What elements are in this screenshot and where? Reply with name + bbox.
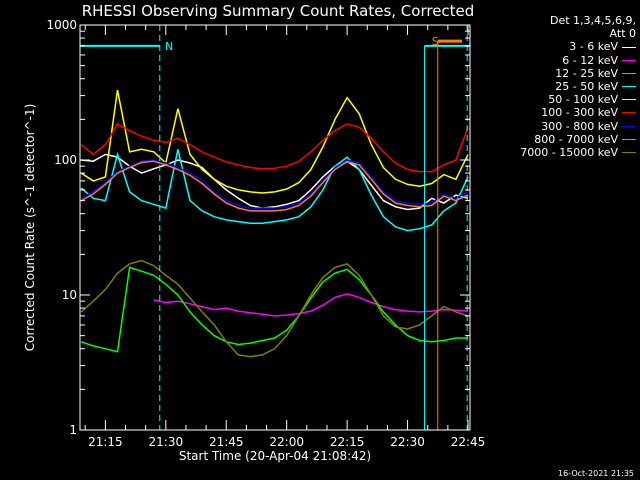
chart-title: RHESSI Observing Summary Count Rates, Co…	[82, 2, 475, 20]
legend-label: 300 - 800 keV	[541, 119, 618, 133]
y-tick-label: 100	[54, 153, 77, 167]
legend-item-5: 50 - 100 keV	[480, 93, 636, 106]
series-line-5	[80, 89, 469, 194]
legend-label: 12 - 25 keV	[555, 66, 618, 80]
x-tick-label: 22:45	[451, 435, 486, 449]
y-tick-label: 1000	[46, 18, 77, 32]
y-axis-label: Corrected Count Rate (s^-1 detector^-1)	[23, 104, 37, 352]
legend-label: 100 - 300 keV	[541, 106, 618, 120]
legend-label: 800 - 7000 keV	[534, 132, 618, 146]
legend-item-2: 6 - 12 keV	[480, 54, 636, 67]
legend-label: 7000 - 15000 keV	[520, 145, 618, 159]
series-line-8	[80, 160, 469, 212]
series-line-3	[80, 266, 468, 353]
legend-item-1: 3 - 6 keV	[480, 40, 636, 53]
legend-header-line-2: Att 0	[609, 27, 636, 41]
legend-swatch	[622, 59, 636, 61]
y-tick-label: 10	[62, 288, 77, 302]
annotation-1: N	[165, 40, 173, 53]
series-line-6	[80, 122, 469, 173]
legend-item-3: 12 - 25 keV	[480, 67, 636, 80]
legend-label: 3 - 6 keV	[569, 40, 618, 54]
legend-swatch	[622, 86, 636, 88]
legend-swatch	[622, 138, 636, 140]
legend: Det 1,3,4,5,6,9, Att 0 3 - 6 keV 6 - 12 k…	[480, 14, 636, 159]
legend-header-line-1: Det 1,3,4,5,6,9,	[549, 14, 636, 27]
legend-label: 50 - 100 keV	[548, 93, 618, 107]
legend-item-8: 800 - 7000 keV	[480, 133, 636, 146]
legend-label: 25 - 50 keV	[555, 79, 618, 93]
plot-frame	[79, 24, 471, 431]
legend-swatch	[622, 125, 636, 127]
legend-swatch	[622, 72, 636, 74]
x-tick-label: 21:15	[88, 435, 123, 449]
series-line-1	[81, 153, 469, 211]
legend-label: 6 - 12 keV	[562, 53, 618, 67]
series-line-4	[80, 149, 469, 232]
legend-item-7: 300 - 800 keV	[480, 120, 636, 133]
legend-swatch	[622, 112, 636, 114]
legend-swatch	[622, 99, 636, 101]
x-tick-label: 22:30	[390, 435, 425, 449]
annotation-2: S	[432, 35, 439, 48]
x-tick-label: 22:15	[330, 435, 365, 449]
legend-swatch	[622, 152, 636, 153]
x-axis-label: Start Time (20-Apr-04 21:08:42)	[179, 449, 371, 463]
series-line-2	[153, 293, 469, 317]
timestamp: 16-Oct-2021 21:35	[558, 469, 634, 478]
legend-item-4: 25 - 50 keV	[480, 80, 636, 93]
x-tick-label: 22:00	[269, 435, 304, 449]
series-line-7	[80, 159, 469, 209]
y-tick-label: 1	[69, 423, 77, 437]
legend-item-9: 7000 - 15000 keV	[480, 146, 636, 159]
x-tick-label: 21:45	[209, 435, 244, 449]
x-tick-label: 21:30	[149, 435, 184, 449]
legend-item-6: 100 - 300 keV	[480, 106, 636, 119]
legend-swatch	[622, 46, 636, 48]
series-line-9	[80, 259, 469, 358]
